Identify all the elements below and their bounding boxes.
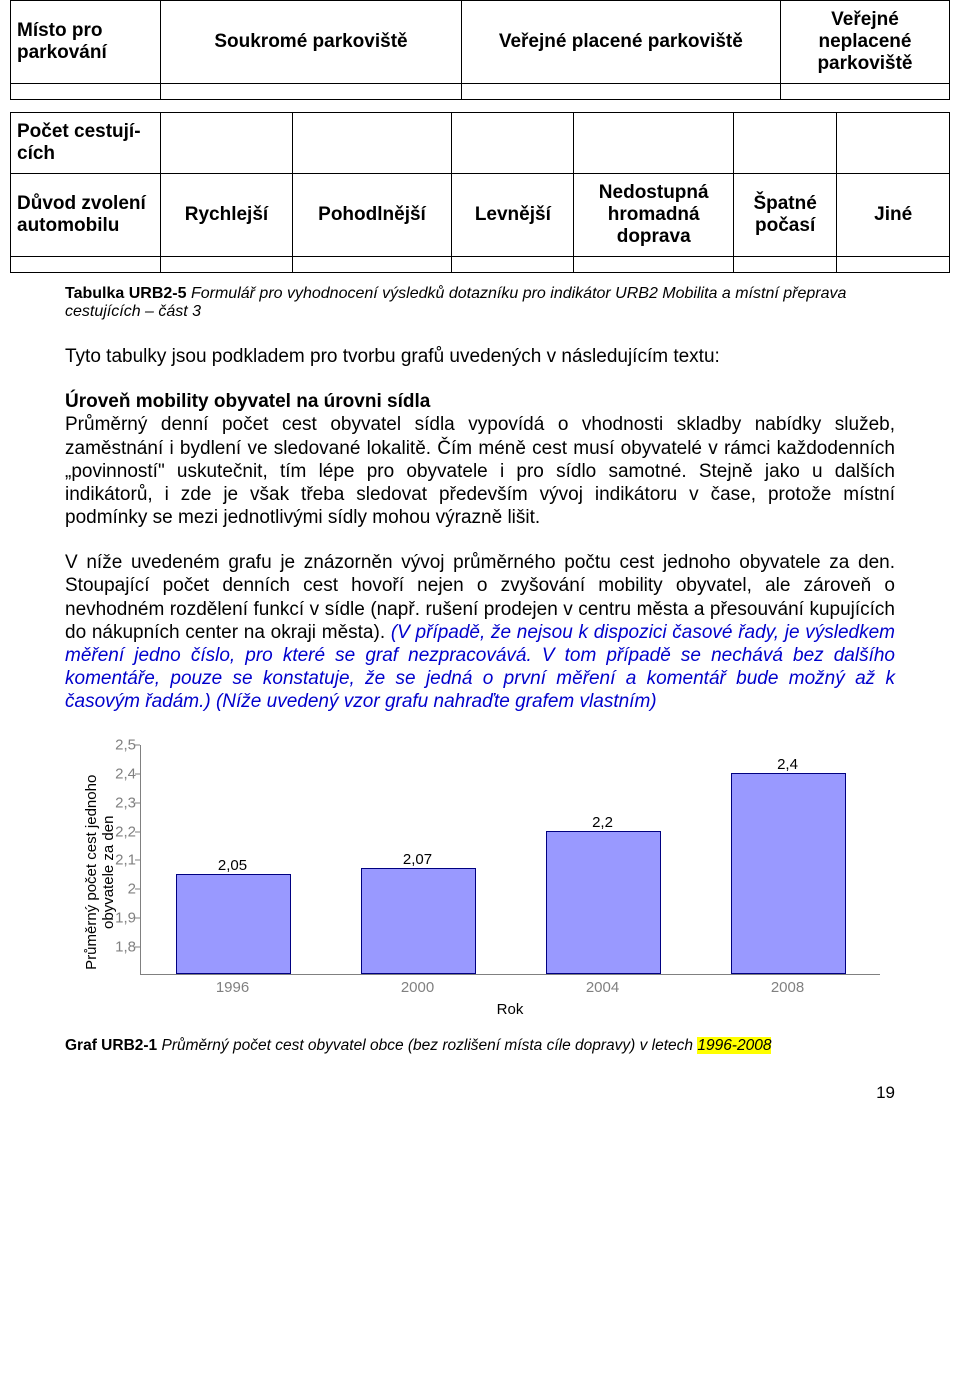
cell-label: Počet cestují-cích: [11, 113, 161, 174]
cell: Veřejné neplacené parkoviště: [780, 1, 949, 84]
paragraph: Průměrný denní počet cest obyvatel sídla…: [65, 413, 895, 529]
paragraph: V níže uvedeném grafu je znázorněn vývoj…: [65, 551, 895, 713]
bar-value-label: 2,05: [218, 857, 247, 874]
cell: Veřejné placené parkoviště: [461, 1, 780, 84]
page-number: 19: [10, 1083, 895, 1103]
y-tick-mark: [135, 802, 140, 803]
y-tick-label: 2,3: [108, 794, 136, 811]
chart-caption: Graf URB2-1 Průměrný počet cest obyvatel…: [65, 1037, 895, 1055]
x-tick-label: 2008: [771, 979, 804, 996]
y-tick-label: 1,9: [108, 909, 136, 926]
y-tick-label: 2,5: [108, 737, 136, 754]
bar: [361, 868, 476, 974]
cell: Rychlejší: [161, 174, 292, 257]
cell: Nedostupná hromadná doprava: [574, 174, 734, 257]
x-tick-label: 1996: [216, 979, 249, 996]
bar: [731, 773, 846, 974]
table-row: [11, 84, 950, 100]
x-tick-label: 2000: [401, 979, 434, 996]
cell: Pohodlnější: [292, 174, 452, 257]
highlighted-text: 1996-2008: [697, 1037, 771, 1054]
table-row: [11, 257, 950, 273]
chart-container: Průměrný počet cest jednoho obyvatele za…: [60, 735, 900, 1025]
table-row: Důvod zvolení automobilu Rychlejší Pohod…: [11, 174, 950, 257]
bar-value-label: 2,4: [777, 756, 798, 773]
y-tick-mark: [135, 745, 140, 746]
y-tick-mark: [135, 946, 140, 947]
y-tick-label: 2,2: [108, 823, 136, 840]
plot-area: [140, 745, 880, 975]
y-tick-label: 1,8: [108, 938, 136, 955]
cell: Špatné počasí: [734, 174, 837, 257]
cell-label: Důvod zvolení automobilu: [11, 174, 161, 257]
y-tick-label: 2: [108, 881, 136, 898]
section-heading: Úroveň mobility obyvatel na úrovni sídla: [65, 390, 895, 413]
caption-bold: Graf URB2-1: [65, 1037, 157, 1054]
bar: [546, 831, 661, 975]
y-tick-label: 2,4: [108, 766, 136, 783]
bar-value-label: 2,2: [592, 814, 613, 831]
bar-chart: Průměrný počet cest jednoho obyvatele za…: [60, 735, 900, 1025]
table-parking: Místo pro parkování Soukromé parkoviště …: [10, 0, 950, 100]
cell: Jiné: [837, 174, 950, 257]
bar-value-label: 2,07: [403, 851, 432, 868]
x-axis-title: Rok: [140, 1001, 880, 1018]
cell: Soukromé parkoviště: [161, 1, 461, 84]
y-tick-label: 2,1: [108, 852, 136, 869]
y-tick-mark: [135, 889, 140, 890]
y-tick-mark: [135, 774, 140, 775]
y-tick-mark: [135, 860, 140, 861]
table-caption: Tabulka URB2-5 Formulář pro vyhodnocení …: [65, 285, 895, 321]
table-reasons: Počet cestují-cích Důvod zvolení automob…: [10, 112, 950, 273]
x-tick-label: 2004: [586, 979, 619, 996]
bar: [176, 874, 291, 975]
cell: Levnější: [452, 174, 574, 257]
caption-italic: Průměrný počet cest obyvatel obce (bez r…: [157, 1037, 771, 1054]
intro-paragraph: Tyto tabulky jsou podkladem pro tvorbu g…: [65, 345, 895, 368]
table-row: Místo pro parkování Soukromé parkoviště …: [11, 1, 950, 84]
table-row: Počet cestují-cích: [11, 113, 950, 174]
cell-label: Místo pro parkování: [11, 1, 161, 84]
caption-bold: Tabulka URB2-5: [65, 285, 187, 302]
y-tick-mark: [135, 831, 140, 832]
y-tick-mark: [135, 917, 140, 918]
